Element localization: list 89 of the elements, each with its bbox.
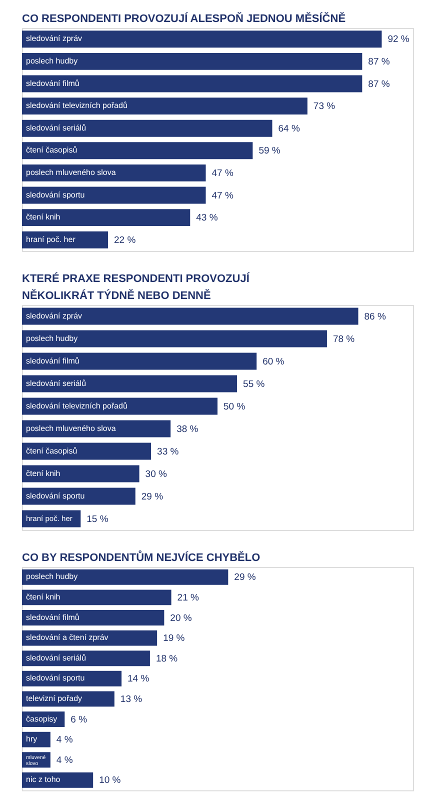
y-tick-label: sledování seriálů [26, 378, 86, 388]
bar [22, 75, 362, 92]
bar [22, 231, 108, 248]
y-tick-label: sledování zpráv [26, 34, 82, 44]
data-label: 92 % [388, 34, 410, 46]
bar [22, 398, 218, 415]
data-label: 86 % [364, 311, 386, 322]
data-label: 87 % [368, 78, 390, 90]
data-label: 20 % [170, 612, 192, 624]
data-label: 14 % [128, 674, 150, 685]
y-tick-label: sledování filmů [26, 78, 80, 88]
bar [22, 98, 308, 115]
data-label: 30 % [145, 468, 168, 480]
y-tick-label: hry [26, 734, 38, 744]
y-tick-label: sledování filmů [26, 612, 80, 622]
data-label: 21 % [177, 592, 200, 604]
data-label: 87 % [368, 56, 390, 68]
bar [22, 772, 94, 788]
chart-title: CO RESPONDENTI PROVOZUJÍ ALESPOŇ JEDNOU MĚSÍČNĚ [22, 12, 346, 25]
y-tick-label: hraní poč. her [26, 234, 76, 244]
bar [22, 52, 362, 70]
y-tick-label: sledování zpráv [26, 311, 82, 320]
data-label: 13 % [120, 694, 143, 705]
bar [22, 465, 140, 482]
data-label: 60 % [262, 356, 285, 368]
y-tick-label: sledování seriálů [26, 123, 86, 132]
bar [22, 142, 253, 160]
data-label: 55 % [243, 378, 266, 390]
y-tick-label: čtení knih [26, 592, 60, 602]
bar [22, 420, 171, 438]
bar [22, 209, 190, 226]
data-label: 18 % [156, 653, 178, 664]
y-tick-label: poslech mluveného slova [26, 424, 116, 433]
bar [22, 650, 150, 666]
data-label: 29 % [141, 491, 164, 502]
y-tick-label: nic z toho [26, 775, 61, 784]
data-label: 19 % [163, 633, 186, 644]
bar [22, 330, 327, 348]
bar [22, 488, 136, 505]
y-tick-label: čtení časopisů [26, 146, 78, 155]
y-tick-label: sledování televizních pořadů [26, 101, 128, 110]
y-tick-label: poslech mluveného slova [26, 168, 116, 177]
bar [22, 186, 206, 204]
data-label: 4 % [56, 754, 74, 766]
y-tick-label: televizní pořady [26, 694, 82, 703]
bar [22, 30, 382, 48]
chart-title: KTERÉ PRAXE RESPONDENTI PROVOZUJÍ NĚKOLIKRÁT TÝDNĚ NEBO DENNĚ [22, 272, 250, 302]
data-label: 33 % [157, 446, 180, 458]
bar [22, 590, 172, 606]
bar [22, 120, 272, 137]
data-label: 47 % [212, 168, 234, 179]
y-tick-label: poslech hudby [26, 334, 78, 343]
y-tick-label: sledování filmů [26, 356, 80, 366]
y-tick-label: sledování a čtení zpráv [26, 633, 108, 642]
bar [22, 610, 164, 626]
y-tick-label: časopisy [26, 714, 58, 724]
y-tick-label: sledování sportu [26, 190, 85, 200]
bar [22, 732, 50, 748]
y-tick-label: čtení časopisů [26, 446, 78, 456]
y-tick-label: sledování seriálů [26, 653, 86, 662]
data-label: 10 % [99, 775, 122, 786]
data-label: 43 % [196, 212, 218, 224]
data-label: 73 % [313, 101, 336, 112]
bar [22, 164, 206, 182]
data-label: 6 % [70, 714, 88, 726]
y-tick-label: čtení knih [26, 468, 60, 478]
bar [22, 569, 228, 585]
chart-title: CO BY RESPONDENTŮM NEJVÍCE CHYBĚLO [22, 550, 261, 564]
data-label: 38 % [176, 424, 199, 435]
data-label: 64 % [278, 123, 300, 134]
data-label: 29 % [234, 572, 256, 584]
data-label: 47 % [212, 190, 234, 202]
data-label: 4 % [56, 734, 74, 746]
bar [22, 510, 81, 528]
y-tick-label: poslech hudby [26, 56, 78, 66]
data-label: 22 % [114, 234, 136, 246]
bar [22, 308, 358, 325]
bar [22, 442, 152, 460]
data-label: 15 % [86, 514, 109, 525]
data-label: 59 % [258, 146, 281, 157]
y-tick-label: sledování sportu [26, 491, 85, 500]
data-label: 78 % [332, 334, 356, 345]
data-label: 50 % [224, 401, 246, 412]
bar [22, 352, 257, 370]
bar [22, 375, 238, 392]
y-tick-label: čtení knih [26, 212, 60, 222]
y-tick-label: sledování sportu [26, 674, 85, 683]
y-tick-label: poslech hudby [26, 572, 78, 582]
y-tick-label: sledování televizních pořadů [26, 401, 128, 410]
